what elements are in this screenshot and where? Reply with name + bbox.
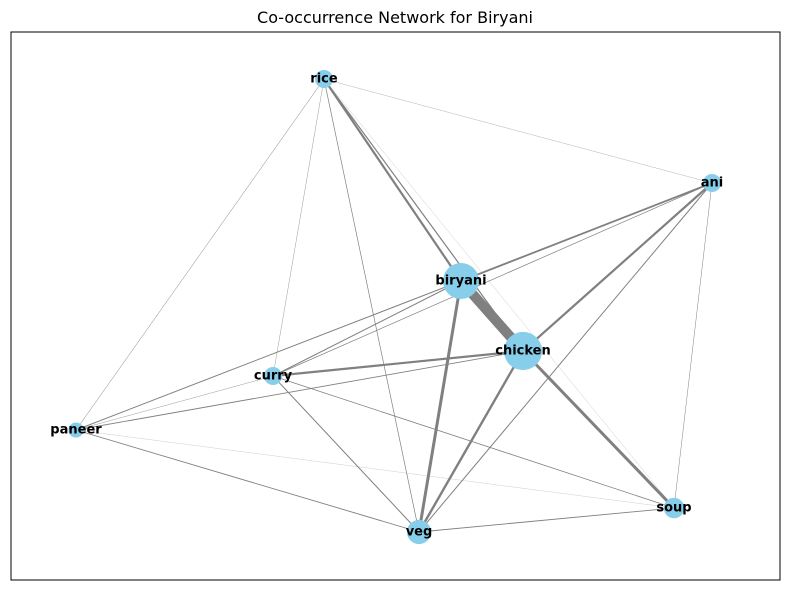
edge-rice-ani (323, 78, 713, 184)
edge-chicken-paneer (75, 350, 524, 431)
node-label-veg: veg (406, 525, 433, 540)
edge-rice-chicken (323, 78, 524, 352)
edge-rice-paneer (75, 78, 325, 431)
edge-curry-paneer (75, 375, 274, 431)
node-label-paneer: paneer (50, 423, 102, 438)
node-label-chicken: chicken (495, 344, 551, 359)
plot-frame (10, 31, 781, 581)
edge-curry-soup (272, 375, 675, 509)
chart-title: Co-occurrence Network for Biryani (257, 8, 533, 27)
node-label-soup: soup (656, 501, 691, 516)
node-label-curry: curry (254, 369, 293, 384)
edge-rice-curry (272, 78, 325, 377)
node-rice (315, 70, 333, 88)
edge-ani-curry (272, 182, 713, 377)
node-layer (68, 70, 721, 545)
edge-biryani-paneer (75, 280, 462, 431)
edge-paneer-soup (75, 429, 675, 509)
node-soup (663, 497, 685, 519)
edge-biryani-curry (272, 280, 462, 377)
edge-biryani-veg (417, 280, 463, 533)
node-ani (703, 174, 721, 192)
node-label-biryani: biryani (435, 274, 486, 289)
edge-curry-veg (272, 375, 420, 533)
edge-ani-veg (418, 182, 713, 533)
node-label-rice: rice (310, 72, 338, 87)
label-layer: rice ani biryani chicken curry paneer veg soup (50, 72, 723, 540)
node-paneer (68, 422, 84, 438)
node-chicken (503, 331, 543, 371)
edge-paneer-veg (75, 429, 420, 533)
edge-rice-veg (323, 78, 420, 533)
edge-chicken-curry (272, 349, 524, 378)
node-label-ani: ani (701, 176, 723, 191)
node-biryani (443, 263, 479, 299)
edge-ani-biryani (460, 182, 713, 282)
edge-ani-soup (673, 182, 713, 509)
edge-veg-soup (418, 507, 675, 533)
edge-chicken-soup (521, 349, 676, 510)
node-veg (406, 519, 432, 545)
edge-rice-soup (323, 78, 675, 509)
node-curry (264, 367, 282, 385)
edge-ani-chicken (522, 182, 713, 352)
edge-rice-biryani (323, 78, 462, 282)
